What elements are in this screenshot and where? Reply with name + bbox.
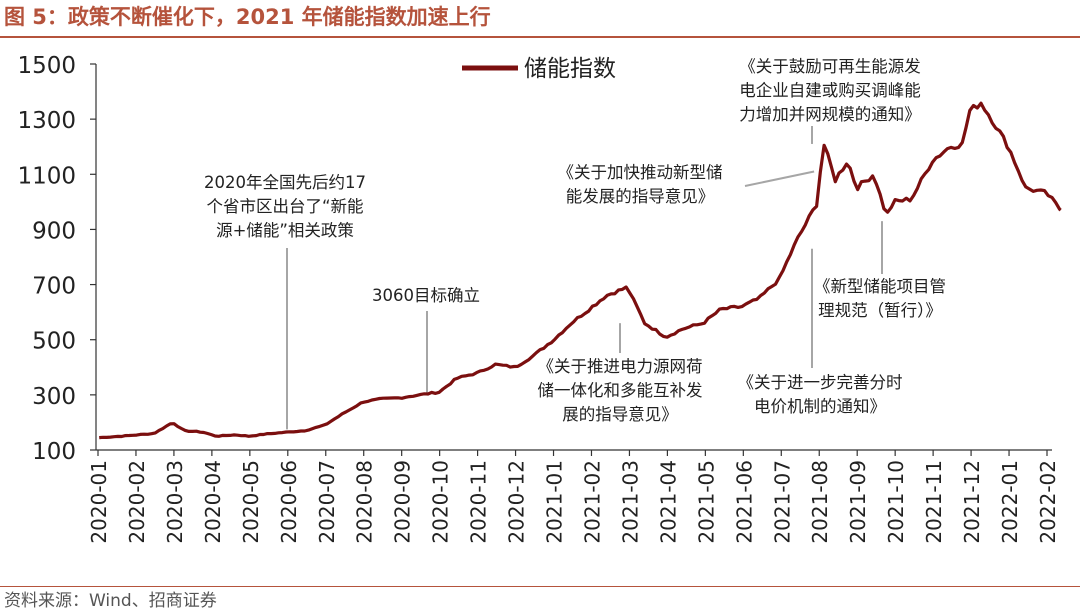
source-divider: [0, 586, 1080, 587]
chart-axes: 100 300 500 700 900 1100 1300 1500 2020-01 2020-0…: [17, 53, 1060, 544]
annotation-text: 《关于进一步完善分时: [738, 373, 903, 392]
legend-label: 储能指数: [524, 56, 616, 82]
chart-legend: 储能指数: [462, 56, 616, 82]
y-tick-label: 500: [32, 329, 76, 355]
annotation-text: 储一体化和多能互补发: [538, 381, 703, 400]
x-tick-label: 2021-09: [846, 460, 870, 544]
source-note: 资料来源：Wind、招商证券: [4, 591, 217, 611]
figure-title: 图 5：政策不断催化下，2021 年储能指数加速上行: [4, 5, 491, 29]
y-tick-label: 700: [32, 274, 76, 300]
annotation-text: 源+储能”相关政策: [216, 221, 354, 240]
x-tick-label: 2020-06: [277, 460, 301, 544]
y-tick-label: 300: [32, 384, 76, 410]
x-tick-label: 2021-02: [580, 460, 604, 544]
callout-line: [744, 170, 815, 187]
x-tick-label: 2021-06: [732, 460, 756, 544]
x-tick-label: 2020-05: [239, 460, 263, 544]
x-tick-label: 2022-01: [998, 460, 1022, 544]
x-tick-label: 2021-11: [922, 460, 946, 544]
annotation-text: 能发展的指导意见》: [566, 187, 715, 206]
x-tick-label: 2020-07: [315, 460, 339, 544]
annotation-text: 《关于加快推动新型储: [558, 163, 723, 182]
annotation-text: 电企业自建或购买调峰能: [739, 81, 921, 100]
y-tick-label: 1300: [17, 108, 76, 134]
annotation-text: 理规范（暂行）》: [818, 301, 942, 320]
x-tick-label: 2020-12: [505, 460, 529, 544]
annotation-callouts: 2020年全国先后约17个省市区出台了“新能源+储能”相关政策3060目标确立《…: [204, 57, 946, 430]
x-tick-label: 2020-04: [201, 460, 225, 544]
y-tick-label: 1100: [17, 163, 76, 189]
x-tick-label: 2020-08: [353, 460, 377, 544]
annotation-text: 《关于鼓励可再生能源发: [739, 57, 921, 76]
y-tick-label: 900: [32, 218, 76, 244]
x-tick-label: 2020-03: [163, 460, 187, 544]
title-divider: [0, 36, 1080, 38]
series-line: [99, 101, 1062, 440]
x-tick-label: 2020-11: [467, 460, 491, 544]
annotation-text: 《新型储能项目管: [814, 277, 946, 296]
annotation-text: 展的指导意见》: [562, 405, 678, 424]
x-tick-label: 2020-02: [125, 460, 149, 544]
x-tick-label: 2021-10: [884, 460, 908, 544]
annotation-text: 个省市区出台了“新能: [206, 197, 363, 216]
annotation-text: 《关于推进电力源网荷: [538, 357, 703, 376]
x-tick-label: 2021-04: [656, 460, 680, 544]
annotation-text: 2020年全国先后约17: [204, 173, 366, 192]
y-tick-label: 100: [32, 439, 76, 465]
series-lines: [99, 101, 1062, 440]
x-tick-label: 2020-01: [87, 460, 111, 544]
annotation-text: 力增加并网规模的通知》: [739, 105, 921, 124]
x-tick-label: 2021-05: [694, 460, 718, 544]
x-tick-label: 2020-10: [429, 460, 453, 544]
x-tick-label: 2021-08: [808, 460, 832, 544]
y-tick-label: 1500: [17, 53, 76, 79]
x-tick-label: 2022-02: [1036, 460, 1060, 544]
line-chart: 100 300 500 700 900 1100 1300 1500 2020-01 2020-0…: [17, 53, 1062, 544]
x-tick-label: 2021-01: [543, 460, 567, 544]
x-tick-label: 2021-03: [618, 460, 642, 544]
annotation-text: 3060目标确立: [372, 286, 480, 305]
x-tick-label: 2020-09: [391, 460, 415, 544]
annotation-text: 电价机制的通知》: [754, 397, 886, 416]
x-tick-label: 2021-12: [960, 460, 984, 544]
x-tick-label: 2021-07: [770, 460, 794, 544]
